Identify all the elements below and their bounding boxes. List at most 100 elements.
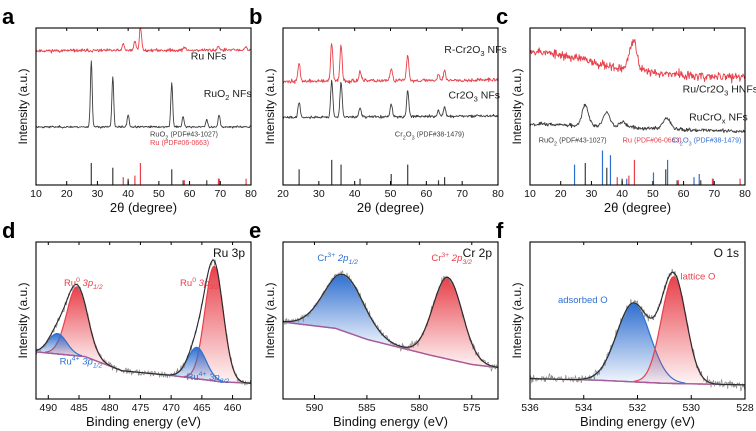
series-label: RuCrOx​ NFs: [689, 112, 748, 126]
x-tick-label: 50: [385, 188, 397, 200]
series-line-0: [283, 43, 498, 85]
peak-annotation: Ru0 3p1/2: [64, 277, 103, 291]
panel-a: Ru NFs RuO2​ NFs RuO2 (PDF#43-1027)Ru (PDF…: [2, 4, 257, 215]
raw-data-line: [36, 258, 251, 387]
panel-b: R-Cr2O3​ NFs Cr2O3​ NFs Cr2O3 (PDF#38-1479…: [249, 4, 507, 215]
axes-frame: [35, 241, 252, 400]
x-tick-label: 70: [456, 188, 468, 200]
x-tick-label: 536: [521, 402, 539, 414]
x-tick-label: 528: [736, 402, 754, 414]
panel-c: Ru/Cr2O3​ HNFs RuCrOx​ NFs RuO2 (PDF#43-10…: [496, 4, 756, 215]
plot-area: [283, 270, 498, 372]
x-tick-label: 585: [358, 402, 376, 414]
reference-legend-entry: Ru (PDF#06-0663): [622, 136, 681, 145]
y-axis-label: Intensity (a.u.): [510, 282, 524, 358]
panel-f: O 1s adsorbed O lattice O 536 534 532 530 528 Bi…: [496, 218, 754, 429]
axes-frame: [282, 241, 499, 400]
plot-area: [36, 258, 251, 387]
plot-area: [283, 43, 498, 185]
plot-area: [36, 28, 251, 185]
x-tick-label: 40: [616, 188, 628, 200]
x-tick-label: 60: [420, 188, 432, 200]
series-label: Ru/Cr2O3​ HNFs: [683, 83, 756, 97]
panel-letter: d: [2, 218, 15, 243]
element-label: Cr 2p: [463, 246, 493, 260]
peak-annotation: Ru0 3p3/2: [180, 277, 219, 291]
reference-legend-entry: RuO2 (PDF#43-1027): [539, 136, 607, 148]
background-line: [283, 321, 498, 369]
element-label: O 1s: [714, 246, 739, 260]
series-line-1: [283, 79, 498, 120]
y-axis-label: Intensity (a.u.): [263, 282, 277, 358]
panel-letter: a: [2, 4, 15, 29]
panel-e: Cr 2p Cr3+ 2p1/2 Cr3+ 2p3/2 590 585 580 575 Bin…: [249, 218, 499, 429]
panel-letter: b: [249, 4, 262, 29]
series-line-1: [36, 60, 251, 129]
x-tick-label: 20: [555, 188, 567, 200]
x-axis-label: 2θ (degree): [110, 200, 177, 215]
peak-annotation: Cr3+ 2p1/2: [317, 252, 358, 266]
series-label: R-Cr2O3​ NFs: [444, 44, 507, 58]
x-axis-label: Binding energy (eV): [580, 414, 695, 429]
panel-letter: f: [496, 218, 504, 243]
x-tick-label: 475: [132, 402, 150, 414]
panel-letter: e: [249, 218, 261, 243]
y-axis-label: Intensity (a.u.): [16, 282, 30, 358]
x-tick-label: 70: [214, 188, 226, 200]
plot-area: [530, 38, 745, 185]
x-tick-label: 590: [306, 402, 324, 414]
y-axis-label: Intensity (a.u.): [16, 68, 30, 144]
raw-data-line: [530, 268, 745, 392]
x-tick-label: 50: [647, 188, 659, 200]
peak-annotation: lattice O: [681, 272, 716, 283]
peak-annotation: Cr3+ 2p3/2: [431, 252, 472, 266]
peak-annotation: Ru4+ 3p1/2: [60, 355, 103, 369]
x-tick-label: 480: [101, 402, 119, 414]
x-tick-label: 575: [463, 402, 481, 414]
panel-letter: c: [496, 4, 508, 29]
reference-legend-entry: Cr2O3 (PDF#38-1479): [672, 136, 741, 148]
series-label: RuO2​ NFs: [204, 88, 252, 102]
envelope-line: [36, 259, 251, 384]
x-tick-label: 40: [349, 188, 361, 200]
x-tick-label: 60: [678, 188, 690, 200]
axes-frame: [529, 27, 746, 186]
fit-component-1: [401, 276, 494, 368]
x-tick-label: 532: [629, 402, 647, 414]
reference-legend-entry: Cr2O3 (PDF#38-1479): [395, 129, 464, 141]
axes-frame: [35, 27, 252, 186]
x-axis-label: Binding energy (eV): [333, 414, 448, 429]
x-tick-label: 70: [708, 188, 720, 200]
x-tick-label: 490: [40, 402, 58, 414]
x-tick-label: 20: [61, 188, 73, 200]
x-tick-label: 30: [92, 188, 104, 200]
x-tick-label: 30: [586, 188, 598, 200]
reference-legend-entry: RuO2 (PDF#43-1027): [150, 129, 218, 141]
x-tick-label: 10: [30, 188, 42, 200]
series-line-1: [530, 103, 745, 134]
peak-annotation: adsorbed O: [558, 295, 608, 306]
envelope-line: [530, 271, 745, 386]
x-tick-label: 60: [184, 188, 196, 200]
x-tick-label: 470: [162, 402, 180, 414]
x-axis-label: 2θ (degree): [357, 200, 424, 215]
series-label: Cr2O3​ NFs: [449, 90, 500, 104]
series-line-0: [530, 38, 745, 84]
x-tick-label: 20: [277, 188, 289, 200]
x-tick-label: 80: [245, 188, 257, 200]
element-label: Ru 3p: [213, 246, 245, 260]
x-tick-label: 580: [411, 402, 429, 414]
x-axis-label: 2θ (degree): [604, 200, 671, 215]
series-label: Ru NFs: [191, 50, 227, 62]
panel-d: Ru 3p Ru0 3p1/2 Ru0 3p3/2 Ru4+ 3p1/2 Ru4+ 3p…: [2, 218, 252, 429]
series-line-0: [36, 28, 251, 54]
plot-area: [530, 268, 745, 392]
reference-legend-entry: Ru (PDF#06-0663): [150, 138, 209, 147]
x-axis-label: Binding energy (eV): [86, 414, 201, 429]
y-axis-label: Intensity (a.u.): [263, 68, 277, 144]
x-tick-label: 534: [575, 402, 593, 414]
envelope-line: [283, 273, 498, 368]
y-axis-label: Intensity (a.u.): [510, 68, 524, 144]
x-tick-label: 465: [193, 402, 211, 414]
